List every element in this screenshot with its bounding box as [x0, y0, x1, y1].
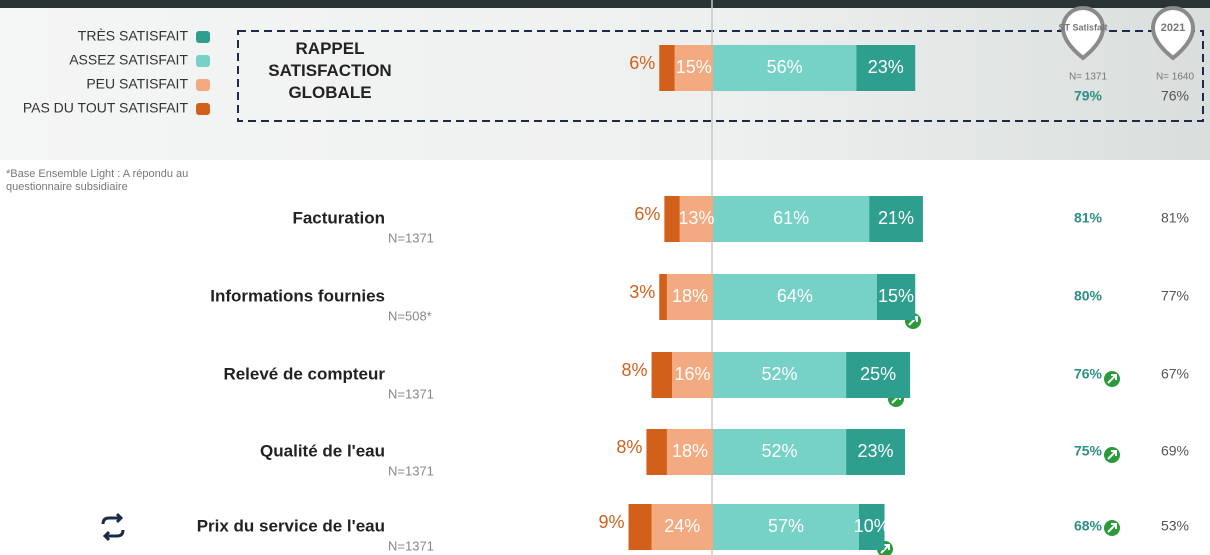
value-label: 9% [599, 512, 625, 532]
value-label: 57% [768, 516, 804, 536]
value-label: 52% [762, 364, 798, 384]
value-label: 6% [629, 53, 655, 73]
repeat-icon [101, 512, 125, 542]
footnote: *Base Ensemble Light : A répondu au ques… [6, 168, 189, 193]
value-label: 23% [858, 441, 894, 461]
value-label: 56% [767, 57, 803, 77]
st-n: N= 1371 [1069, 72, 1108, 83]
bar-segment [659, 274, 667, 320]
previous-value: 69% [1161, 443, 1189, 459]
value-label: 3% [629, 282, 655, 302]
legend-label: PAS DU TOUT SATISFAIT [23, 100, 189, 116]
category-label: Qualité de l'eau [260, 441, 385, 460]
value-label: 52% [762, 441, 798, 461]
legend-swatch [196, 103, 210, 115]
value-label: 25% [860, 364, 896, 384]
value-label: 15% [878, 286, 914, 306]
st-value: 79% [1074, 88, 1103, 104]
n-label: N=1371 [388, 463, 434, 478]
legend-swatch [196, 79, 210, 91]
previous-value: 53% [1161, 518, 1189, 534]
value-label: 21% [878, 208, 914, 228]
category-label: Informations fournies [210, 286, 385, 305]
bar-segment [713, 429, 847, 475]
bar-segment [646, 429, 667, 475]
pin-st [1060, 6, 1106, 61]
value-label: 18% [672, 286, 708, 306]
n-label: N=1371 [388, 538, 434, 553]
bar-segment [651, 352, 673, 398]
st-value: 80% [1074, 288, 1103, 304]
previous-value: 67% [1161, 366, 1189, 382]
st-value: 81% [1074, 210, 1103, 226]
bar-segment [628, 504, 652, 550]
value-label: 8% [616, 437, 642, 457]
value-label: 6% [634, 204, 660, 224]
bar-segment [856, 45, 916, 91]
bar-segment [679, 196, 713, 242]
category-label: Facturation [292, 208, 385, 227]
bar-segment [713, 352, 847, 398]
bar-segment [869, 196, 923, 242]
bar-segment [713, 45, 857, 91]
bar-segment [666, 274, 713, 320]
value-label: 15% [676, 57, 712, 77]
st-value: 76% [1074, 366, 1103, 382]
value-label: 16% [675, 364, 711, 384]
value-label: 10% [854, 516, 890, 536]
value-label: 61% [773, 208, 809, 228]
pin-2021 [1150, 6, 1196, 61]
category-label: Relevé de compteur [223, 364, 385, 383]
st-header: ST Satisfait [1058, 22, 1107, 32]
bar-segment [666, 429, 713, 475]
bar-segment [713, 504, 859, 550]
bar-segment [713, 274, 877, 320]
value-label: 13% [678, 208, 714, 228]
top-strip [0, 0, 1210, 8]
bar-segment [651, 504, 713, 550]
previous-header: 2021 [1161, 22, 1185, 34]
rappel-label: RAPPEL SATISFACTION GLOBALE [268, 39, 392, 102]
legend-label: ASSEZ SATISFAIT [69, 52, 188, 68]
value-label: 64% [777, 286, 813, 306]
bar-segment [664, 196, 680, 242]
category-label: Prix du service de l'eau [197, 516, 385, 535]
value-label: 23% [868, 57, 904, 77]
n-label: N=1371 [388, 386, 434, 401]
previous-value: 77% [1161, 288, 1189, 304]
legend-label: PEU SATISFAIT [86, 76, 188, 92]
bar-segment [672, 352, 713, 398]
n-label: N=508* [388, 308, 432, 323]
previous-value: 76% [1161, 88, 1189, 104]
bar-segment [876, 274, 916, 320]
legend-swatch [196, 31, 210, 43]
bar-segment [713, 196, 870, 242]
previous-n: N= 1640 [1156, 72, 1195, 83]
value-label: 18% [672, 441, 708, 461]
value-label: 24% [664, 516, 700, 536]
legend-swatch [196, 55, 210, 67]
bar-segment [674, 45, 713, 91]
bar-segment [846, 352, 911, 398]
legend-label: TRÈS SATISFAIT [78, 28, 189, 44]
n-label: N=1371 [388, 230, 434, 245]
rappel-box [237, 30, 1204, 122]
bar-segment [846, 429, 905, 475]
bar-segment [659, 45, 675, 91]
st-value: 75% [1074, 443, 1103, 459]
st-value: 68% [1074, 518, 1103, 534]
previous-value: 81% [1161, 210, 1189, 226]
value-label: 8% [622, 360, 648, 380]
bar-segment [858, 504, 885, 550]
